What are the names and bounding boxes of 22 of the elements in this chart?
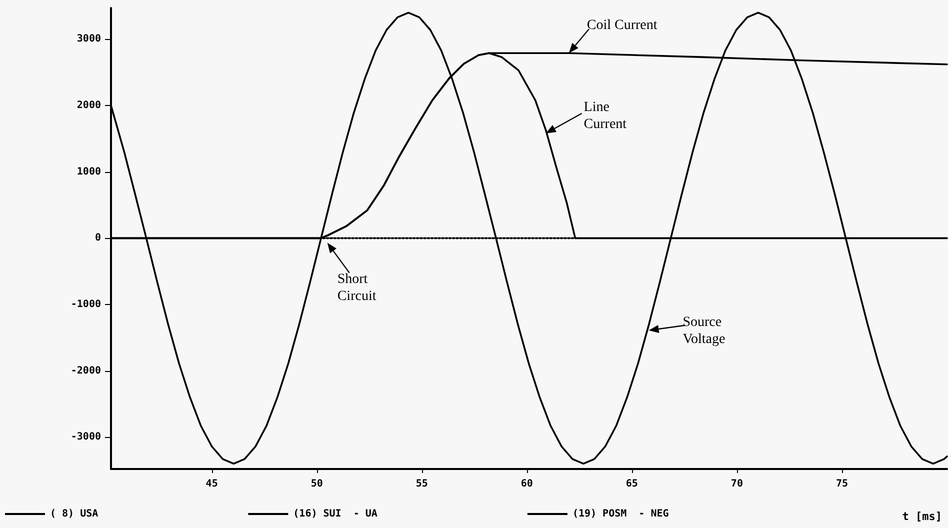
x-tick-label: 55 — [416, 478, 428, 490]
y-tick-label: 0 — [94, 232, 101, 244]
x-tick-label: 60 — [520, 478, 533, 490]
x-tick-label: 65 — [626, 478, 638, 490]
y-tick-label: 1000 — [76, 166, 101, 178]
annotation: Coil Current — [586, 17, 658, 34]
annotation: Short Circuit — [337, 270, 376, 305]
legend-label: (19) POSM - NEG — [572, 508, 669, 520]
y-tick-label: 2000 — [76, 100, 101, 112]
y-tick-label: -2000 — [70, 365, 101, 376]
x-tick-label: 75 — [836, 478, 848, 490]
x-tick-label: 50 — [310, 478, 323, 490]
x-axis-title: t [ms] — [902, 510, 942, 523]
y-tick-label: -3000 — [70, 432, 101, 443]
legend-label: ( 8) USA — [50, 508, 98, 520]
x-tick-label: 45 — [206, 478, 218, 490]
y-tick-label: 3000 — [76, 34, 101, 45]
x-tick-label: 70 — [730, 478, 743, 490]
annotation: Line Current — [584, 99, 627, 134]
annotation: Source Voltage — [682, 314, 726, 348]
y-tick-label: -1000 — [70, 299, 101, 310]
legend-label: (16) SUI - UA — [293, 508, 378, 520]
